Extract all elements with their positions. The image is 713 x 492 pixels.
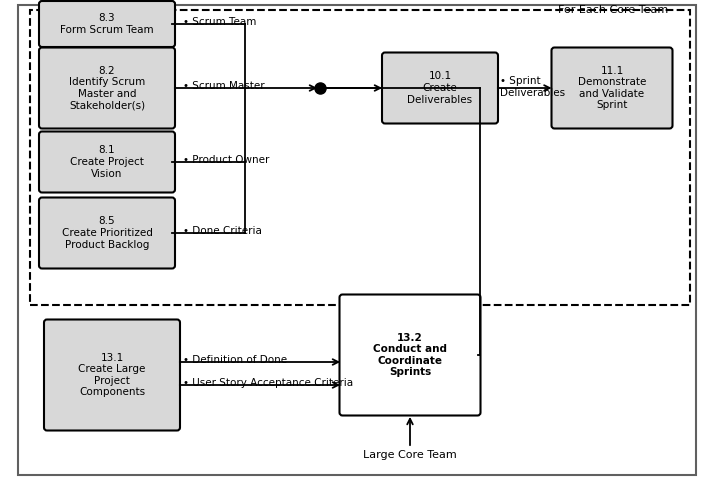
FancyBboxPatch shape xyxy=(44,319,180,430)
Text: 11.1
Demonstrate
and Validate
Sprint: 11.1 Demonstrate and Validate Sprint xyxy=(578,65,646,110)
Text: 8.3
Form Scrum Team: 8.3 Form Scrum Team xyxy=(60,13,154,35)
Text: • Product Owner: • Product Owner xyxy=(183,155,270,165)
Text: 10.1
Create
Deliverables: 10.1 Create Deliverables xyxy=(407,71,473,105)
Text: 13.2
Conduct and
Coordinate
Sprints: 13.2 Conduct and Coordinate Sprints xyxy=(373,333,447,377)
Text: • User Story Acceptance Criteria: • User Story Acceptance Criteria xyxy=(183,378,353,388)
FancyBboxPatch shape xyxy=(382,53,498,123)
FancyBboxPatch shape xyxy=(39,1,175,47)
FancyBboxPatch shape xyxy=(39,48,175,128)
FancyBboxPatch shape xyxy=(551,48,672,128)
FancyBboxPatch shape xyxy=(39,197,175,269)
Text: Large Core Team: Large Core Team xyxy=(363,450,457,460)
Bar xyxy=(30,10,690,305)
Text: • Done Criteria: • Done Criteria xyxy=(183,226,262,236)
Text: • Scrum Master: • Scrum Master xyxy=(183,81,265,91)
Text: • Sprint
Deliverables: • Sprint Deliverables xyxy=(500,76,565,98)
Text: 8.2
Identify Scrum
Master and
Stakeholder(s): 8.2 Identify Scrum Master and Stakeholde… xyxy=(69,65,145,110)
Text: • Definition of Done: • Definition of Done xyxy=(183,355,287,365)
FancyBboxPatch shape xyxy=(39,131,175,192)
Text: 8.5
Create Prioritized
Product Backlog: 8.5 Create Prioritized Product Backlog xyxy=(61,216,153,249)
Text: For Each Core Team: For Each Core Team xyxy=(558,5,668,15)
Text: 8.1
Create Project
Vision: 8.1 Create Project Vision xyxy=(70,146,144,179)
Text: • Scrum Team: • Scrum Team xyxy=(183,17,257,27)
Text: 13.1
Create Large
Project
Components: 13.1 Create Large Project Components xyxy=(78,353,145,398)
FancyBboxPatch shape xyxy=(339,295,481,416)
